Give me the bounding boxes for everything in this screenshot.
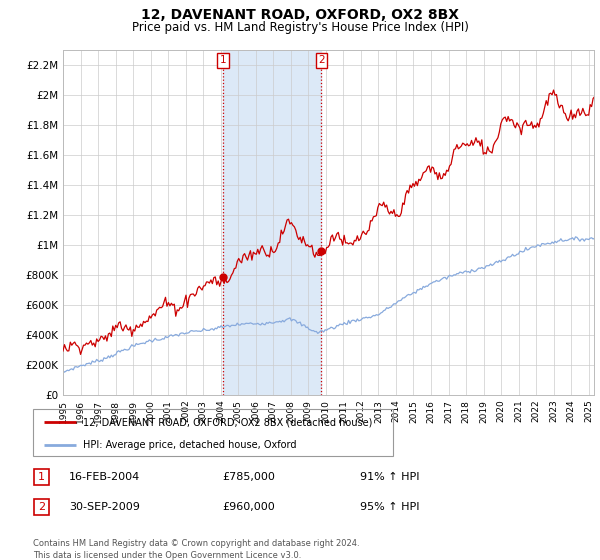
- Text: 12, DAVENANT ROAD, OXFORD, OX2 8BX (detached house): 12, DAVENANT ROAD, OXFORD, OX2 8BX (deta…: [83, 417, 373, 427]
- Text: £960,000: £960,000: [222, 502, 275, 512]
- Text: 1: 1: [38, 472, 45, 482]
- Text: 2: 2: [38, 502, 45, 512]
- Text: 16-FEB-2004: 16-FEB-2004: [69, 472, 140, 482]
- Text: 91% ↑ HPI: 91% ↑ HPI: [360, 472, 419, 482]
- Bar: [223, 50, 322, 395]
- Text: 30-SEP-2009: 30-SEP-2009: [69, 502, 140, 512]
- Text: 12, DAVENANT ROAD, OXFORD, OX2 8BX: 12, DAVENANT ROAD, OXFORD, OX2 8BX: [141, 8, 459, 22]
- Text: HPI: Average price, detached house, Oxford: HPI: Average price, detached house, Oxfo…: [83, 440, 297, 450]
- Text: 2: 2: [318, 55, 325, 65]
- Text: Contains HM Land Registry data © Crown copyright and database right 2024.
This d: Contains HM Land Registry data © Crown c…: [33, 539, 359, 560]
- Text: 95% ↑ HPI: 95% ↑ HPI: [360, 502, 419, 512]
- Text: Price paid vs. HM Land Registry's House Price Index (HPI): Price paid vs. HM Land Registry's House …: [131, 21, 469, 34]
- Bar: [34, 469, 49, 485]
- Text: £785,000: £785,000: [222, 472, 275, 482]
- Bar: [34, 499, 49, 515]
- Text: 1: 1: [220, 55, 226, 65]
